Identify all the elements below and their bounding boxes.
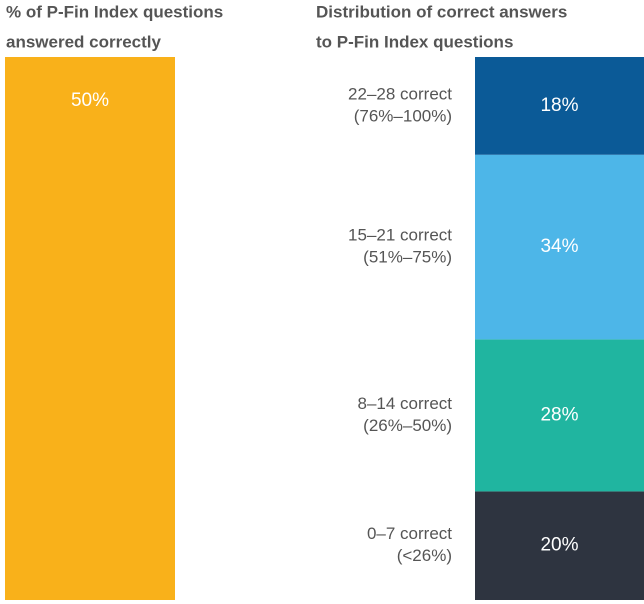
bar-segment	[475, 154, 644, 340]
label-line: (<26%)	[397, 546, 452, 565]
bar-segment	[475, 57, 644, 155]
label-line: 15–21 correct	[348, 226, 452, 245]
value-label: 28%	[540, 404, 578, 425]
bar-segment	[475, 491, 644, 600]
chart-title: to P-Fin Index questions	[316, 32, 513, 51]
bar-segment	[475, 339, 644, 492]
label-line: (51%–75%)	[363, 248, 452, 267]
value-label: 20%	[540, 535, 578, 556]
label-line: 22–28 correct	[348, 84, 452, 103]
value-label: 18%	[540, 95, 578, 116]
bar	[5, 57, 175, 600]
chart-title: answered correctly	[6, 32, 162, 51]
value-label: 50%	[71, 90, 109, 111]
chart-title: % of P-Fin Index questions	[6, 2, 223, 21]
value-label: 34%	[540, 236, 578, 257]
label-line: 8–14 correct	[358, 394, 453, 413]
label-line: 0–7 correct	[367, 524, 452, 543]
label-line: (76%–100%)	[354, 106, 452, 125]
chart-title: Distribution of correct answers	[316, 2, 567, 21]
label-line: (26%–50%)	[363, 416, 452, 435]
